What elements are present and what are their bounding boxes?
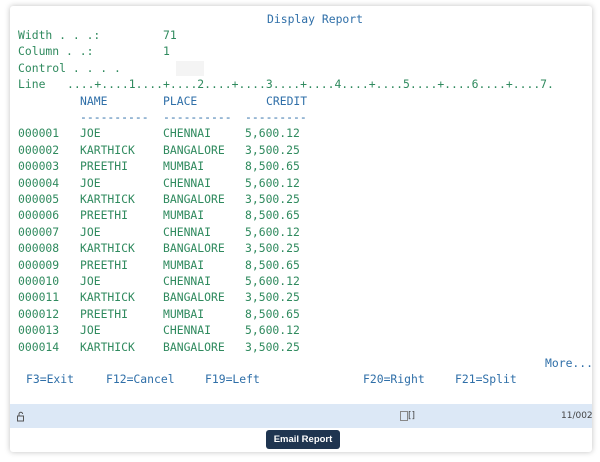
field-label: Column . .: (18, 44, 94, 59)
function-key[interactable]: F3=Exit (26, 372, 75, 386)
name-cell: PREETHI (80, 257, 129, 272)
sequence-cell: 000003 (18, 159, 60, 174)
status-indicator: [] (408, 411, 416, 421)
cursor-position: 11/002 (561, 411, 593, 421)
place-cell: MUMBAI (163, 208, 205, 223)
credit-cell: 5,600.12 (245, 323, 300, 338)
column-header: CREDIT (266, 93, 308, 108)
credit-cell: 8,500.65 (245, 306, 300, 321)
place-cell: CHENNAI (163, 224, 212, 239)
status-bar: [] 11/002 (10, 404, 593, 428)
sequence-cell: 000001 (18, 126, 60, 141)
ruler-scale: ....+....1....+....2....+....3....+....4… (67, 77, 554, 92)
column-separator: ---------- (163, 110, 232, 124)
credit-cell: 5,600.12 (245, 175, 300, 190)
place-cell: MUMBAI (163, 306, 205, 321)
credit-cell: 8,500.65 (245, 159, 300, 174)
field-value: 1 (163, 44, 170, 59)
credit-cell: 5,600.12 (245, 274, 300, 288)
sequence-cell: 000014 (18, 339, 60, 354)
name-cell: JOE (80, 224, 101, 239)
place-cell: CHENNAI (163, 126, 212, 141)
name-cell: KARTHICK (80, 192, 135, 206)
credit-cell: 5,600.12 (245, 224, 300, 239)
place-cell: MUMBAI (163, 159, 205, 174)
name-cell: PREETHI (80, 306, 129, 321)
function-key[interactable]: F19=Left (205, 372, 260, 386)
place-cell: BANGALORE (163, 290, 225, 305)
function-key[interactable]: F12=Cancel (106, 372, 175, 386)
place-cell: CHENNAI (163, 323, 212, 338)
name-cell: JOE (80, 323, 101, 338)
credit-cell: 3,500.25 (245, 290, 300, 305)
place-cell: CHENNAI (163, 274, 212, 288)
name-cell: KARTHICK (80, 339, 135, 354)
sequence-cell: 000008 (18, 241, 60, 256)
credit-cell: 3,500.25 (245, 142, 300, 157)
name-cell: PREETHI (80, 208, 129, 223)
credit-cell: 8,500.65 (245, 208, 300, 223)
field-value: 71 (163, 28, 177, 42)
credit-cell: 3,500.25 (245, 339, 300, 354)
place-cell: MUMBAI (163, 257, 205, 272)
broken-image-icon (400, 411, 408, 421)
screen-title: Display Report (267, 12, 364, 26)
sequence-cell: 000002 (18, 142, 60, 157)
name-cell: KARTHICK (80, 142, 135, 157)
name-cell: KARTHICK (80, 290, 135, 305)
column-header: PLACE (163, 93, 198, 108)
credit-cell: 3,500.25 (245, 192, 300, 206)
lock-icon (17, 411, 24, 422)
sequence-cell: 000010 (18, 274, 60, 288)
sequence-cell: 000012 (18, 306, 60, 321)
email-report-button[interactable]: Email Report (266, 430, 340, 449)
sequence-cell: 000009 (18, 257, 60, 272)
place-cell: CHENNAI (163, 175, 212, 190)
place-cell: BANGALORE (163, 142, 225, 157)
field-label: Width . . .: (18, 28, 101, 42)
name-cell: KARTHICK (80, 241, 135, 256)
credit-cell: 3,500.25 (245, 241, 300, 256)
function-key[interactable]: F20=Right (363, 372, 425, 386)
place-cell: BANGALORE (163, 241, 225, 256)
credit-cell: 8,500.65 (245, 257, 300, 272)
place-cell: BANGALORE (163, 192, 225, 206)
name-cell: PREETHI (80, 159, 129, 174)
sequence-cell: 000004 (18, 175, 60, 190)
sequence-cell: 000013 (18, 323, 60, 338)
more-indicator: More... (545, 356, 594, 370)
name-cell: JOE (80, 274, 101, 288)
name-cell: JOE (80, 175, 101, 190)
column-header: NAME (80, 93, 108, 108)
column-separator: ---------- (80, 110, 149, 124)
sequence-cell: 000011 (18, 290, 60, 305)
function-key[interactable]: F21=Split (455, 372, 517, 386)
sequence-cell: 000007 (18, 224, 60, 239)
sequence-cell: 000005 (18, 192, 60, 206)
place-cell: BANGALORE (163, 339, 225, 354)
field-label: Control . . . . (18, 60, 121, 75)
terminal-window: Display Report [] 11/002 Email Report Wi… (10, 6, 594, 452)
name-cell: JOE (80, 126, 101, 141)
column-separator: --------- (245, 110, 307, 124)
credit-cell: 5,600.12 (245, 126, 300, 141)
sequence-cell: 000006 (18, 208, 60, 223)
control-input[interactable] (176, 61, 204, 76)
ruler-label: Line (18, 77, 46, 92)
